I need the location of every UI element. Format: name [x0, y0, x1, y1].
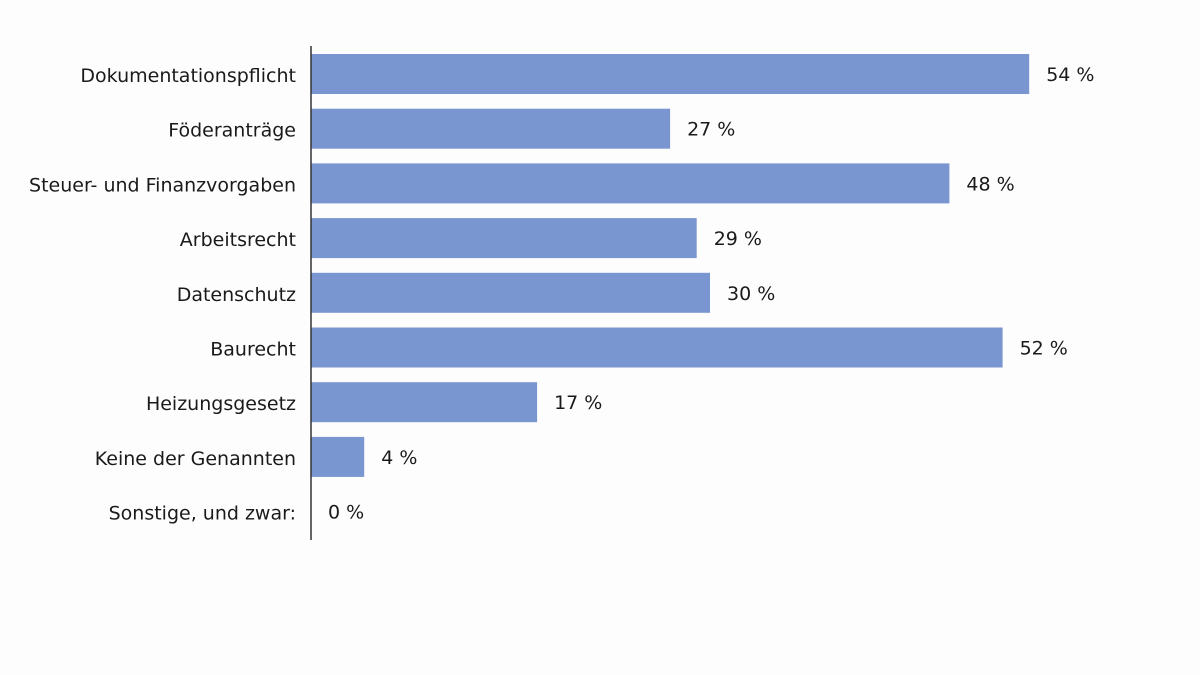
value-label-6: 17 % — [554, 392, 602, 414]
bar-0 — [311, 54, 1030, 94]
bar-5 — [311, 327, 1003, 368]
value-label-4: 30 % — [727, 283, 775, 305]
value-labels: 54 % 27 % 48 % 29 % 30 % 52 % 17 % 4 % 0 % — [328, 64, 1094, 524]
bar-3 — [311, 218, 697, 259]
value-label-0: 54 % — [1046, 64, 1094, 86]
category-label-6: Heizungsgesetz — [146, 393, 296, 415]
category-label-1: Föderanträge — [168, 120, 296, 142]
category-labels: Dokumentationspflicht Föderanträge Steuer-… — [29, 65, 296, 525]
bar-6 — [311, 382, 538, 423]
value-label-2: 48 % — [966, 173, 1014, 195]
value-label-5: 52 % — [1020, 338, 1068, 360]
bar-1 — [311, 108, 671, 149]
value-label-1: 27 % — [687, 119, 735, 141]
bar-7 — [311, 436, 365, 477]
category-label-2: Steuer- und Finanzvorgaben — [29, 174, 296, 196]
category-label-3: Arbeitsrecht — [180, 229, 296, 251]
value-label-7: 4 % — [381, 447, 417, 469]
category-label-0: Dokumentationspflicht — [80, 65, 296, 87]
category-label-8: Sonstige, und zwar: — [109, 503, 296, 525]
value-label-8: 0 % — [328, 502, 364, 524]
category-label-7: Keine der Genannten — [95, 448, 296, 470]
bars-group — [311, 54, 1030, 477]
bar-2 — [311, 163, 950, 204]
category-label-4: Datenschutz — [177, 284, 296, 306]
bar-4 — [311, 272, 710, 313]
value-label-3: 29 % — [714, 228, 762, 250]
category-label-5: Baurecht — [210, 339, 296, 361]
